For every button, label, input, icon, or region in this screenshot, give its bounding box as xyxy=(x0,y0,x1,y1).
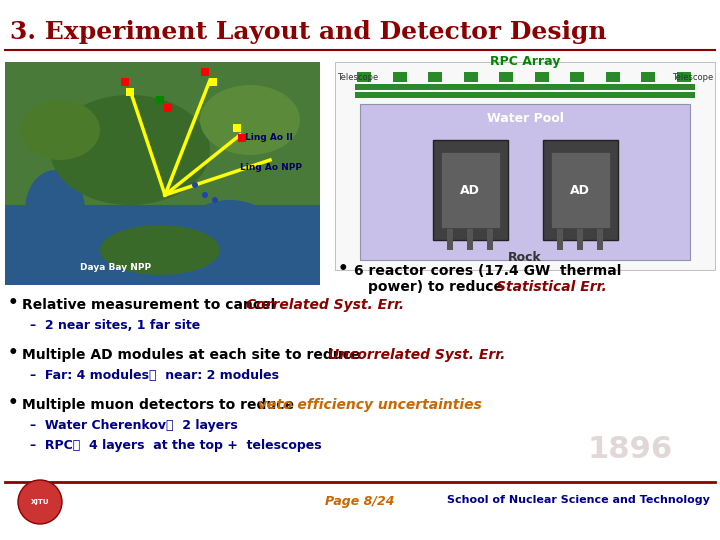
Circle shape xyxy=(192,182,198,188)
Text: Relative measurement to cancel: Relative measurement to cancel xyxy=(22,298,280,312)
Text: •: • xyxy=(338,260,348,278)
Text: 6 reactor cores (17.4 GW  thermal: 6 reactor cores (17.4 GW thermal xyxy=(354,264,621,278)
Text: veto efficiency uncertainties: veto efficiency uncertainties xyxy=(258,398,482,412)
Bar xyxy=(551,152,610,228)
Text: Ling Ao NPP: Ling Ao NPP xyxy=(240,163,302,172)
Text: –  Far: 4 modules，  near: 2 modules: – Far: 4 modules， near: 2 modules xyxy=(30,369,279,382)
Bar xyxy=(570,72,585,82)
Text: 3. Experiment Layout and Detector Design: 3. Experiment Layout and Detector Design xyxy=(10,20,607,44)
Ellipse shape xyxy=(50,95,210,205)
Bar xyxy=(209,78,217,86)
Bar xyxy=(357,72,371,82)
Text: AD: AD xyxy=(570,184,590,197)
Text: AD: AD xyxy=(460,184,480,197)
Text: Uncorrelated Syst. Err.: Uncorrelated Syst. Err. xyxy=(328,348,505,362)
Ellipse shape xyxy=(185,200,275,260)
Text: XJTU: XJTU xyxy=(31,499,49,505)
Text: School of Nuclear Science and Technology: School of Nuclear Science and Technology xyxy=(447,495,710,505)
Text: Page 8/24: Page 8/24 xyxy=(325,495,395,508)
Bar xyxy=(464,72,477,82)
Bar xyxy=(335,62,715,270)
Bar xyxy=(577,220,583,250)
Bar xyxy=(355,92,695,98)
Bar xyxy=(642,72,655,82)
Text: Ling Ao II: Ling Ao II xyxy=(245,133,293,142)
Circle shape xyxy=(18,480,62,524)
Text: –  RPC：  4 layers  at the top +  telescopes: – RPC： 4 layers at the top + telescopes xyxy=(30,439,322,452)
Bar xyxy=(392,72,407,82)
Text: Rock: Rock xyxy=(508,251,542,264)
Bar xyxy=(428,72,442,82)
Ellipse shape xyxy=(25,170,85,250)
Bar xyxy=(487,220,493,250)
Bar xyxy=(597,220,603,250)
Circle shape xyxy=(212,197,218,203)
Circle shape xyxy=(202,192,208,198)
Bar xyxy=(360,104,690,260)
Bar xyxy=(535,72,549,82)
Text: 1896: 1896 xyxy=(588,435,672,464)
Bar xyxy=(238,134,246,142)
Text: Multiple AD modules at each site to reduce: Multiple AD modules at each site to redu… xyxy=(22,348,365,362)
Bar xyxy=(557,220,563,250)
Bar xyxy=(606,72,620,82)
Text: Telescope: Telescope xyxy=(672,73,713,83)
Bar xyxy=(5,205,320,285)
Bar xyxy=(5,62,320,285)
Text: •: • xyxy=(8,394,19,412)
Bar xyxy=(164,104,172,112)
Ellipse shape xyxy=(100,225,220,275)
Bar xyxy=(201,68,209,76)
Bar xyxy=(499,72,513,82)
Text: Statistical Err.: Statistical Err. xyxy=(496,280,607,294)
Bar xyxy=(433,140,508,240)
Bar xyxy=(233,124,241,132)
Ellipse shape xyxy=(200,85,300,155)
Bar xyxy=(126,88,134,96)
Ellipse shape xyxy=(20,100,100,160)
Text: Correlated Syst. Err.: Correlated Syst. Err. xyxy=(246,298,404,312)
Text: –  Water Cherenkov：  2 layers: – Water Cherenkov： 2 layers xyxy=(30,419,238,432)
Text: –  2 near sites, 1 far site: – 2 near sites, 1 far site xyxy=(30,319,200,332)
Bar xyxy=(156,96,164,104)
Text: •: • xyxy=(8,294,19,312)
Text: Multiple muon detectors to reduce: Multiple muon detectors to reduce xyxy=(22,398,299,412)
Text: Water Pool: Water Pool xyxy=(487,112,564,125)
Bar xyxy=(441,152,500,228)
Bar xyxy=(542,140,618,240)
Text: RPC Array: RPC Array xyxy=(490,55,560,68)
Bar xyxy=(677,72,691,82)
Bar xyxy=(467,220,473,250)
Text: Telescope: Telescope xyxy=(337,73,378,83)
Bar xyxy=(447,220,453,250)
Text: power) to reduce: power) to reduce xyxy=(368,280,508,294)
Bar xyxy=(121,78,129,86)
Bar xyxy=(355,84,695,90)
Text: Daya Bay NPP: Daya Bay NPP xyxy=(80,263,151,272)
Text: •: • xyxy=(8,344,19,362)
